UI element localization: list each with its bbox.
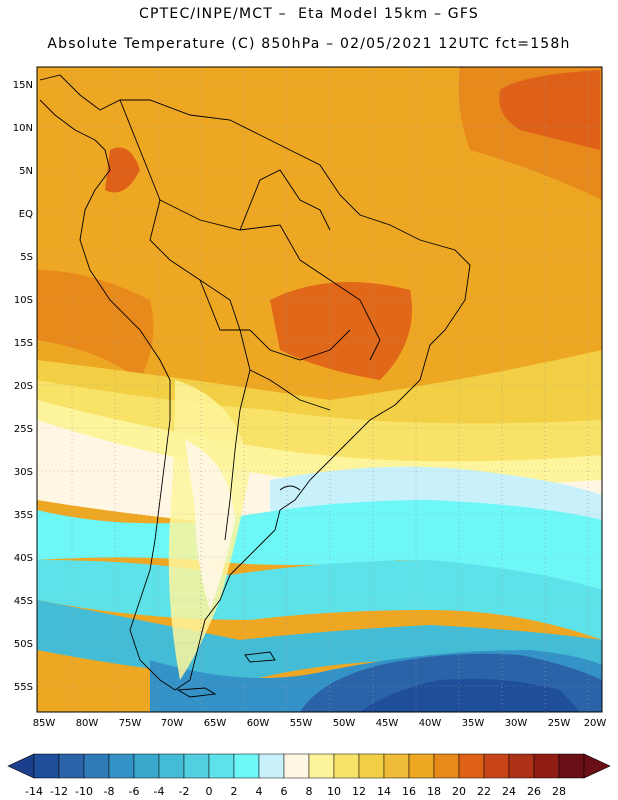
lon-label: 50W [333,718,356,729]
colorbar-label: -12 [50,785,68,798]
colorbar-cell [458,753,485,779]
lon-label: 35W [462,718,485,729]
lat-label: 30S [14,467,33,478]
colorbar-label: 10 [327,785,341,798]
lon-label: 70W [161,718,184,729]
colorbar-label: 4 [256,785,263,798]
colorbar-cell [133,753,160,779]
colorbar-label: 12 [352,785,366,798]
colorbar-label: 2 [231,785,238,798]
coastline [39,74,471,698]
colorbar-label: -8 [104,785,115,798]
map-title-line-1: CPTEC/INPE/MCT – Eta Model 15km – GFS [139,6,479,22]
lat-label: 25S [14,424,33,435]
colorbar-label: -4 [154,785,165,798]
latitude-axis: 15N 10N 5N EQ 5S 10S 15S 20S 25S 30S 35S… [13,80,33,693]
lon-label: 40W [419,718,442,729]
colorbar-cell [483,753,510,779]
lat-label: 45S [14,596,33,607]
colorbar-cell [83,753,110,779]
lat-label: 40S [14,553,33,564]
map-frame [36,66,603,713]
colorbar-cell [183,753,210,779]
lon-label: 80W [76,718,99,729]
colorbar-cell [308,753,335,779]
lon-label: 65W [204,718,227,729]
lon-label: 20W [584,718,607,729]
colorbar-label: -2 [179,785,190,798]
colorbar-label: 18 [427,785,441,798]
colorbar-cell [58,753,85,779]
colorbar-label: 22 [477,785,491,798]
lat-label: 5N [19,166,33,177]
colorbar-label: -6 [129,785,140,798]
colorbar-cell [508,753,535,779]
colorbar-label: 28 [552,785,566,798]
temperature-field [37,67,602,712]
longitude-axis: 85W 80W 75W 70W 65W 60W 55W 50W 45W 40W … [33,718,607,729]
lat-label: EQ [19,209,33,220]
colorbar-cell [258,753,285,779]
lon-label: 60W [247,718,270,729]
colorbar-label: 0 [206,785,213,798]
colorbar-label: 26 [527,785,541,798]
lon-label: 45W [376,718,399,729]
lat-label: 50S [14,639,33,650]
colorbar-cell [358,753,385,779]
lon-label: 85W [33,718,56,729]
colorbar-label: 20 [452,785,466,798]
lat-label: 10S [14,295,33,306]
colorbar-label: 24 [502,785,516,798]
lon-label: 25W [548,718,571,729]
colorbar-label: -10 [75,785,93,798]
colorbar-cell [208,753,235,779]
colorbar-cell [558,753,585,779]
lat-label: 15N [13,80,33,91]
lat-label: 55S [14,682,33,693]
colorbar-label: 14 [377,785,391,798]
colorbar: -14 -12 -10 -8 -6 -4 -2 0 2 4 6 8 10 12 14 16 18 20 22 24 26… [7,753,611,798]
colorbar-cell [33,753,60,779]
lat-label: 20S [14,381,33,392]
colorbar-cell [533,753,560,779]
colorbar-label: 6 [281,785,288,798]
colorbar-cell [283,753,310,779]
lon-label: 75W [119,718,142,729]
lat-label: 35S [14,510,33,521]
colorbar-cell [233,753,260,779]
colorbar-over-arrow [583,753,611,779]
lat-label: 5S [20,252,33,263]
colorbar-under-arrow [7,753,35,779]
colorbar-cell [383,753,410,779]
map-title-line-2: Absolute Temperature (C) 850hPa – 02/05/… [47,36,571,52]
colorbar-cell [158,753,185,779]
lon-label: 55W [290,718,313,729]
colorbar-cell [408,753,435,779]
colorbar-cell [433,753,460,779]
lat-label: 10N [13,123,33,134]
colorbar-label: -14 [25,785,43,798]
colorbar-label: 8 [306,785,313,798]
lat-label: 15S [14,338,33,349]
colorbar-cell [333,753,360,779]
colorbar-label: 16 [402,785,416,798]
lon-label: 30W [505,718,528,729]
colorbar-cell [108,753,135,779]
